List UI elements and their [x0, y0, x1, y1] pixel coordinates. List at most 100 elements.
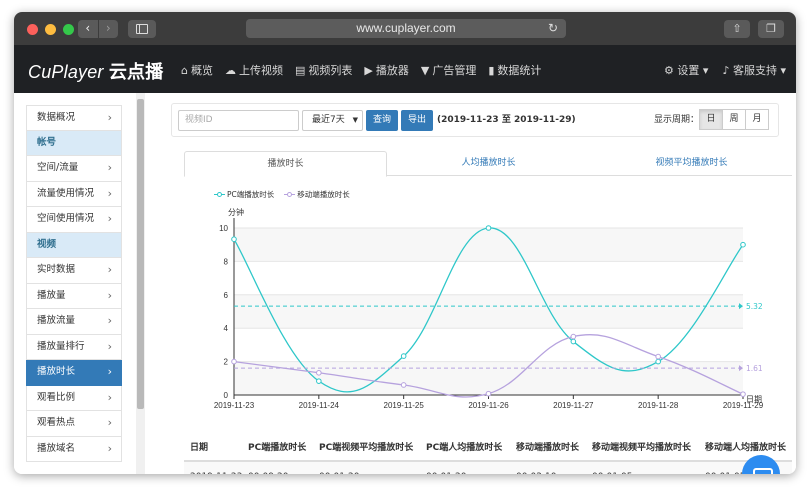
nav-item-ads[interactable]: ▼ 广告管理 — [421, 62, 476, 78]
sidebar-item-watch-ratio[interactable]: 观看比例 › — [26, 385, 122, 411]
tab-play-duration[interactable]: 播放时长 — [184, 151, 387, 177]
chevron-right-icon: › — [107, 212, 112, 225]
y-tick-label: 6 — [224, 291, 229, 300]
table-header-cell: PC端视频平均播放时长 — [319, 443, 414, 453]
logo-suffix: 云点播 — [108, 62, 164, 82]
minimize-window-button[interactable] — [45, 24, 56, 35]
sidebar-item-play-count[interactable]: 播放量 › — [26, 283, 122, 309]
sidebar-item-realtime[interactable]: 实时数据 › — [26, 258, 122, 284]
table-cell: 00:02:10 — [510, 472, 586, 475]
nav-item-stats[interactable]: ▮ 数据统计 — [488, 62, 541, 78]
table-row: 2019-11-2300:09:2000:01:2000:01:2000:02:… — [184, 462, 792, 474]
legend-swatch — [214, 191, 225, 197]
legend-item-mobile[interactable]: 移动端播放时长 — [284, 189, 350, 200]
back-icon[interactable]: ‹ — [85, 21, 91, 35]
export-button[interactable]: 导出 — [401, 110, 433, 131]
nav-item-video-list[interactable]: ▤ 视频列表 — [295, 62, 352, 78]
forward-icon[interactable]: › — [97, 20, 119, 38]
data-point — [655, 358, 661, 365]
x-tick-label: 2019-11-28 — [638, 401, 679, 410]
table-cell: 00:01:20 — [420, 472, 510, 475]
gear-icon: ⚙ — [664, 64, 674, 77]
tab-avg-video-duration[interactable]: 视频平均播放时长 — [655, 158, 728, 168]
logo[interactable]: CuPlayer 云点播 — [28, 58, 163, 84]
period-toggle: 日 周 月 — [699, 109, 769, 130]
bell-icon: ♪ — [722, 64, 730, 77]
scrollbar-thumb[interactable] — [137, 99, 144, 409]
period-month-button[interactable]: 月 — [745, 109, 769, 130]
sidebar-item-label: 观看比例 — [37, 391, 76, 403]
table-header-cell: PC端播放时长 — [248, 443, 307, 453]
data-point — [400, 382, 407, 388]
date-range-text: (2019-11-23 至 2019-11-29) — [437, 115, 576, 125]
sidebar-item-watch-hotspot[interactable]: 观看热点 › — [26, 411, 122, 437]
sidebar-item-space-usage[interactable]: 空间使用情况 › — [26, 207, 122, 233]
sidebar-item-label: 数据概况 — [37, 112, 76, 123]
tabs-overview-icon[interactable]: ❐ — [758, 20, 784, 38]
header-actions: ⚙ 设置 ▾ ♪ 客服支持 ▾ — [664, 62, 786, 78]
sidebar-item-label: 播放量 — [37, 289, 66, 301]
sidebar-item-overview[interactable]: 数据概况 › — [26, 105, 122, 131]
sidebar-item-label: 视频 — [37, 238, 57, 250]
sidebar-item-label: 实时数据 — [37, 264, 76, 275]
sidebar-toggle-icon[interactable] — [128, 20, 156, 38]
range-select[interactable]: 最近7天 ▼ — [302, 110, 363, 131]
sidebar-item-label: 流量使用情况 — [37, 187, 95, 199]
nav-item-upload[interactable]: ☁ 上传视频 — [225, 62, 283, 78]
chevron-right-icon: › — [107, 441, 112, 455]
grid-band — [234, 294, 743, 329]
average-label: 5.32 — [746, 302, 763, 311]
settings-menu[interactable]: ⚙ 设置 ▾ — [664, 62, 708, 78]
history-nav: ‹ › — [78, 20, 118, 38]
url-text: www.cuplayer.com — [356, 21, 456, 35]
sidebar-scrollbar[interactable] — [136, 93, 145, 474]
y-tick-label: 2 — [224, 358, 229, 367]
table-cell: 00:01:05 — [699, 472, 789, 475]
legend-item-pc[interactable]: PC端播放时长 — [214, 189, 274, 200]
sidebar-item-label: 空间使用情况 — [37, 213, 95, 224]
video-id-input[interactable]: 视频ID — [178, 110, 299, 131]
query-button[interactable]: 查询 — [366, 110, 398, 131]
x-tick-label: 2019-11-29 — [723, 401, 764, 410]
support-menu[interactable]: ♪ 客服支持 ▾ — [722, 62, 786, 78]
range-select-value: 最近7天 — [312, 115, 345, 125]
nav-item-player[interactable]: ▶ 播放器 — [364, 62, 408, 78]
data-point — [231, 236, 237, 242]
chart-legend: PC端播放时长 移动端播放时长 — [214, 189, 350, 200]
chat-support-button[interactable] — [742, 455, 780, 474]
nav-label: 视频列表 — [308, 64, 353, 77]
sidebar-item-space-traffic[interactable]: 空间/流量 › — [26, 156, 122, 182]
nav-item-overview[interactable]: ⌂ 概览 — [181, 62, 213, 78]
chevron-right-icon: › — [107, 314, 112, 327]
tab-per-capita-duration[interactable]: 人均播放时长 — [461, 158, 516, 168]
chevron-right-icon: › — [107, 186, 112, 200]
sidebar-item-play-duration[interactable]: 播放时长 › — [26, 360, 122, 386]
chart-tabs: 播放时长 人均播放时长 视频平均播放时长 — [184, 151, 792, 177]
reload-icon[interactable]: ↻ — [547, 21, 558, 35]
nav-label: 上传视频 — [238, 64, 283, 77]
sidebar-item-traffic-usage[interactable]: 流量使用情况 › — [26, 181, 122, 207]
table-cell: 2019-11-23 — [184, 472, 242, 475]
sidebar-item-label: 播放量排行 — [37, 340, 85, 352]
chevron-right-icon: › — [107, 263, 112, 276]
sidebar-item-label: 空间/流量 — [37, 162, 79, 173]
sidebar-item-play-traffic[interactable]: 播放流量 › — [26, 309, 122, 335]
chevron-right-icon: › — [107, 161, 112, 174]
grid-band — [234, 228, 743, 262]
table-header-cell: 移动端视频平均播放时长 — [592, 443, 692, 453]
share-icon[interactable]: ⇧ — [724, 20, 750, 38]
sidebar-item-play-domain[interactable]: 播放域名 › — [26, 436, 122, 462]
upload-cloud-icon: ☁ — [224, 63, 236, 77]
zoom-window-button[interactable] — [63, 24, 74, 35]
close-window-button[interactable] — [27, 24, 38, 35]
table-cell: 00:09:20 — [242, 472, 313, 475]
data-point — [485, 390, 492, 397]
filter-icon: ▼ — [420, 63, 430, 77]
data-point — [655, 353, 661, 360]
caret-down-icon: ▾ — [702, 64, 709, 77]
sidebar-group-video-group: 视频 — [26, 232, 122, 258]
sidebar-item-label: 帐号 — [37, 136, 57, 148]
address-bar[interactable]: www.cuplayer.com ↻ — [246, 19, 566, 38]
sidebar-item-play-ranking[interactable]: 播放量排行 › — [26, 334, 122, 360]
